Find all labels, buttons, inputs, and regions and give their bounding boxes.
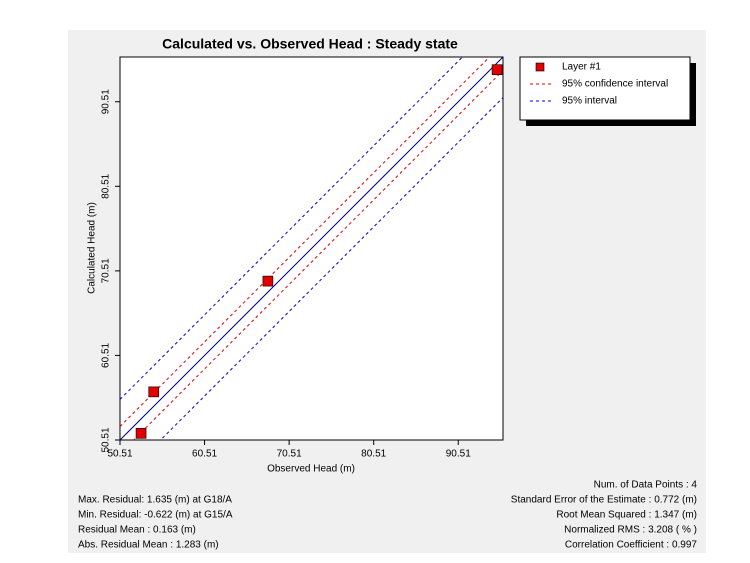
legend-label: 95% interval	[562, 96, 617, 107]
stat-text: Root Mean Squared : 1.347 (m)	[556, 510, 697, 521]
x-tick-label: 60.51	[192, 449, 217, 460]
x-tick-label: 90.51	[446, 449, 471, 460]
interval-line	[120, 57, 464, 400]
chart-title: Calculated vs. Observed Head : Steady st…	[162, 36, 458, 52]
interval-line	[120, 57, 491, 427]
interval-line	[159, 97, 503, 440]
stat-text: Num. of Data Points : 4	[594, 480, 698, 491]
stat-text: Normalized RMS : 3.208 ( % )	[564, 525, 697, 536]
y-tick-label: 50.51	[101, 427, 112, 452]
interval-line	[132, 70, 503, 440]
x-axis-label: Observed Head (m)	[267, 464, 355, 475]
stat-text: Abs. Residual Mean : 1.283 (m)	[78, 540, 219, 551]
point	[148, 386, 160, 398]
y-tick-label: 90.51	[101, 89, 112, 114]
y-axis-label: Calculated Head (m)	[87, 202, 98, 294]
x-tick-label: 70.51	[277, 449, 302, 460]
legend-label: Layer #1	[562, 62, 601, 73]
x-tick-label: 50.51	[107, 449, 132, 460]
stat-text: Correlation Coefficient : 0.997	[565, 540, 698, 551]
y-tick-label: 80.51	[101, 173, 112, 198]
x-tick-label: 80.51	[361, 449, 386, 460]
point	[262, 275, 274, 287]
y-tick-label: 70.51	[101, 258, 112, 283]
legend-label: 95% confidence interval	[562, 79, 668, 90]
stat-text: Max. Residual: 1.635 (m) at G18/A	[78, 495, 232, 506]
y-tick-label: 60.51	[101, 342, 112, 367]
stat-text: Standard Error of the Estimate : 0.772 (…	[511, 495, 697, 506]
point	[491, 64, 503, 75]
legend	[519, 56, 691, 121]
stat-text: Min. Residual: -0.622 (m) at G15/A	[78, 510, 233, 521]
point	[135, 428, 147, 439]
legend-marker	[535, 62, 545, 72]
stat-text: Residual Mean : 0.163 (m)	[78, 525, 196, 536]
identity-line	[120, 57, 503, 440]
